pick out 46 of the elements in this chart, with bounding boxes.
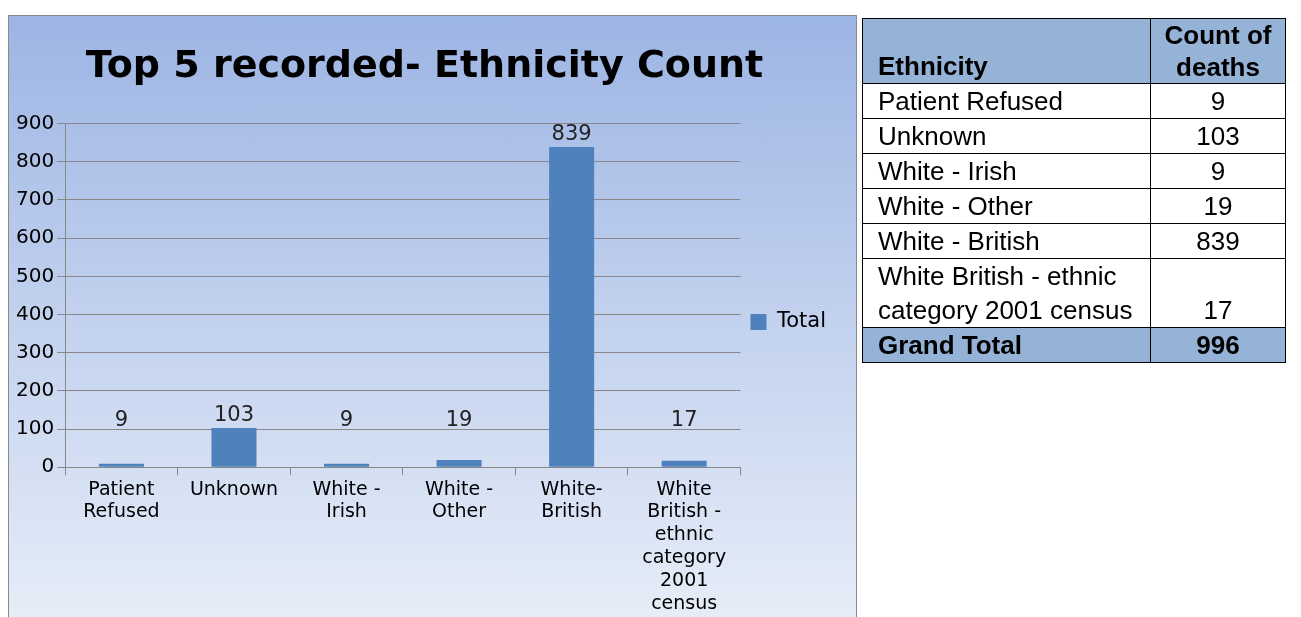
category-label: White British - ethnic category 2001 census (862, 258, 1151, 328)
category-label: White - Other (862, 188, 1151, 224)
data-label: 19 (445, 406, 473, 431)
y-tick-label: 400 (15, 300, 55, 325)
bar (436, 459, 482, 467)
legend-label: Total (775, 308, 826, 333)
y-tick-label: 300 (15, 338, 55, 363)
data-label: 103 (1150, 118, 1286, 154)
x-tick-label: Patient Refused (83, 476, 160, 522)
x-tick-label: Unknown (189, 476, 279, 499)
bar (324, 463, 370, 467)
bar (98, 463, 144, 467)
y-tick-label: 900 (15, 109, 55, 134)
data-label: 103 (213, 401, 255, 426)
x-tick-label: White - Other (425, 476, 494, 522)
y-tick-label: 600 (15, 224, 55, 249)
y-tick-label: 200 (15, 377, 55, 402)
bar (549, 146, 595, 467)
y-tick-label: 700 (15, 186, 55, 211)
category-label: White - Irish (862, 153, 1151, 189)
y-tick-label: 100 (15, 415, 55, 440)
bar (211, 427, 257, 467)
text: Count of deaths (1150, 18, 1286, 84)
data-label: 17 (1150, 258, 1286, 328)
data-label: 19 (1150, 188, 1286, 224)
category-label: Unknown (862, 118, 1151, 154)
data-label: 839 (1150, 223, 1286, 259)
x-tick-label: White British - ethnic category 2001 census (642, 476, 727, 613)
data-label: 9 (114, 406, 129, 431)
y-tick-label: 800 (15, 147, 55, 172)
category-label: Patient Refused (862, 83, 1151, 119)
x-tick-label: White-British (540, 476, 603, 522)
text: Grand Total (862, 327, 1151, 363)
text: Ethnicity (862, 18, 1151, 84)
data-label: 9 (1150, 83, 1286, 119)
chart-title: Top 5 recorded- Ethnicity Count (85, 41, 764, 86)
data-label: 9 (1150, 153, 1286, 189)
data-label: 9 (339, 406, 354, 431)
data-label: 839 (551, 120, 592, 145)
bar (661, 460, 707, 467)
y-tick-label: 0 (41, 453, 55, 478)
category-label: White - British (862, 223, 1151, 259)
data-label: 17 (670, 406, 698, 431)
x-tick-label: White - Irish (312, 476, 381, 522)
text: 996 (1150, 327, 1286, 363)
y-tick-label: 500 (15, 262, 55, 287)
